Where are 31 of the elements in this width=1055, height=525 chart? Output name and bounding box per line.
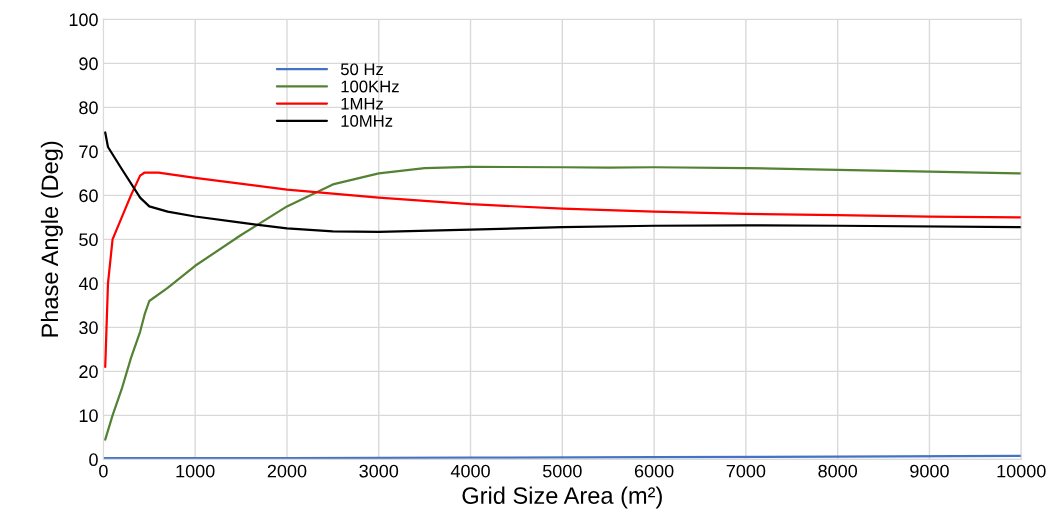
x-tick-label: 4000 xyxy=(450,464,490,478)
x-tick-label: 0 xyxy=(99,464,108,478)
x-tick-label: 6000 xyxy=(634,464,674,478)
y-tick-label: 20 xyxy=(79,365,98,379)
legend-label: 100KHz xyxy=(341,80,399,93)
y-tick-label: 60 xyxy=(79,189,98,203)
x-axis-title: Grid Size Area (m²) xyxy=(462,486,662,509)
x-tick-label: 7000 xyxy=(726,464,766,478)
x-tick-label: 3000 xyxy=(359,464,399,478)
y-tick-label: 90 xyxy=(79,57,98,71)
legend-label: 1MHz xyxy=(341,97,383,110)
line-series xyxy=(104,131,1022,234)
y-axis-title: Phase Angle (Deg) xyxy=(40,141,63,337)
x-tick-label: 9000 xyxy=(910,464,949,478)
x-tick-label: 10000 xyxy=(997,464,1046,478)
y-tick-label: 0 xyxy=(89,453,98,467)
y-tick-label: 100 xyxy=(69,13,98,27)
x-tick-label: 2000 xyxy=(267,464,307,478)
line-series xyxy=(104,165,1022,441)
y-tick-label: 50 xyxy=(79,233,98,247)
legend-label: 50 Hz xyxy=(340,63,383,76)
x-tick-label: 5000 xyxy=(542,464,582,478)
x-tick-label: 1000 xyxy=(176,464,215,478)
y-tick-label: 10 xyxy=(79,409,98,423)
line-series xyxy=(104,171,1022,369)
legend-label: 10MHz xyxy=(341,115,393,127)
y-tick-label: 40 xyxy=(78,277,98,291)
y-tick-label: 80 xyxy=(79,101,98,115)
y-tick-label: 70 xyxy=(79,145,98,159)
x-tick-label: 8000 xyxy=(818,464,858,478)
y-tick-label: 30 xyxy=(79,321,98,335)
